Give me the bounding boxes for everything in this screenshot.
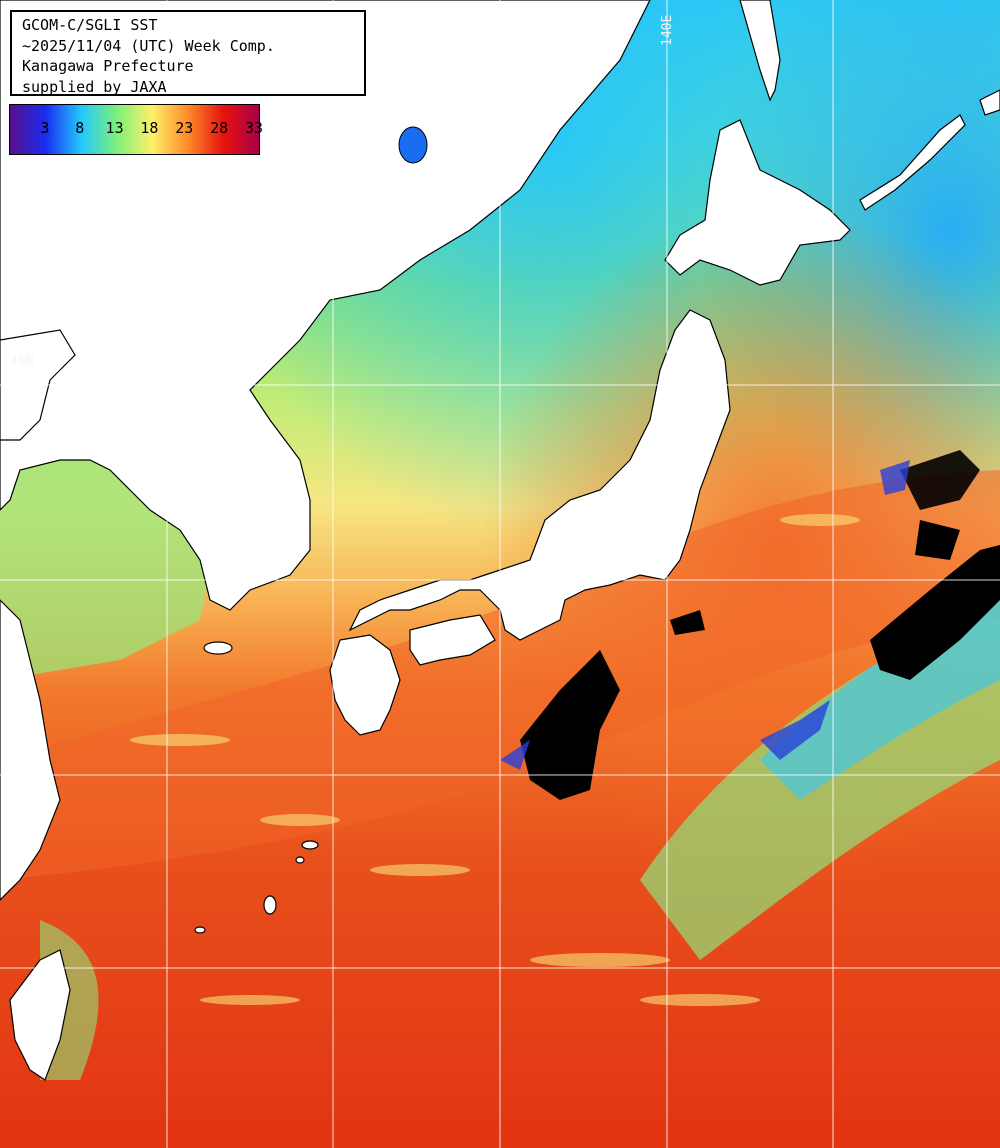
- ryukyu-island: [295, 856, 305, 864]
- speckle: [200, 995, 300, 1005]
- kuril-islands-north: [979, 89, 1000, 116]
- cloud-patch: [915, 520, 960, 560]
- taiwan: [9, 949, 71, 1081]
- sst-speckles: [130, 514, 860, 1006]
- speckle: [370, 864, 470, 876]
- lat-label-40n: 40N: [10, 354, 34, 369]
- legend-tick-label: 13: [105, 119, 124, 137]
- legend-tick-label: 33: [244, 119, 264, 137]
- info-credit: supplied by JAXA: [22, 77, 167, 96]
- ryukyu-island: [301, 840, 319, 850]
- cloud-patch: [670, 610, 705, 635]
- ryukyu-island: [194, 926, 206, 934]
- legend-tick-label: 3: [40, 119, 50, 137]
- legend-tick-label: 8: [75, 119, 85, 137]
- cloud-edge-blue: [500, 460, 910, 770]
- sakhalin: [739, 0, 781, 102]
- cloud-edge: [880, 460, 910, 495]
- speckle: [530, 953, 670, 967]
- speckle: [780, 514, 860, 526]
- cloud-patch: [870, 545, 1000, 680]
- legend-tick-label: 18: [140, 119, 159, 137]
- lon-label-140e: 140E: [660, 14, 675, 46]
- speckle: [260, 814, 340, 826]
- jeju-island: [203, 641, 233, 655]
- info-region: Kanagawa Prefecture: [22, 57, 194, 75]
- cloud-edge: [760, 700, 830, 760]
- ryukyu-island: [263, 895, 277, 915]
- speckle: [130, 734, 230, 746]
- color-legend: 3 8 13 18 23 28 33: [9, 104, 263, 155]
- speckle: [640, 994, 760, 1006]
- legend-ticks: 3 8 13 18 23 28 33: [10, 119, 263, 139]
- info-title: GCOM-C/SGLI SST: [22, 16, 158, 34]
- kuril-islands: [859, 114, 966, 211]
- hokkaido: [664, 119, 851, 286]
- legend-tick-label: 28: [210, 119, 229, 137]
- honshu: [348, 309, 731, 641]
- cloud-mask: [520, 450, 1000, 800]
- okhotsk-lake: [398, 126, 428, 164]
- cloud-patch: [900, 450, 980, 510]
- cloud-edge: [500, 740, 530, 770]
- info-box: GCOM-C/SGLI SST ~2025/11/04 (UTC) Week C…: [10, 10, 366, 96]
- info-date: ~2025/11/04 (UTC) Week Comp.: [22, 36, 275, 55]
- cloud-patch: [520, 650, 620, 800]
- shikoku: [409, 614, 496, 666]
- legend-tick-label: 23: [175, 119, 194, 137]
- china-coast-south: [0, 599, 61, 901]
